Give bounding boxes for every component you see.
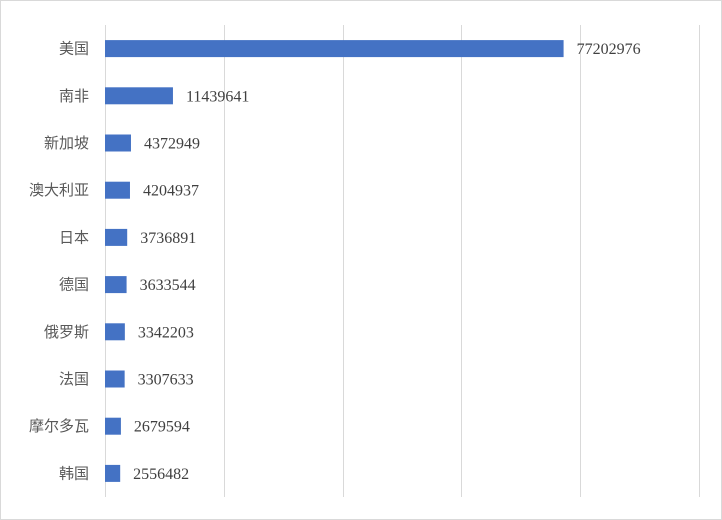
data-label: 3736891 <box>140 230 196 247</box>
data-label: 3342203 <box>138 324 194 341</box>
category-label: 南非 <box>59 87 89 105</box>
data-label: 3633544 <box>140 277 196 294</box>
bars <box>105 40 564 482</box>
data-label: 2556482 <box>133 466 189 483</box>
bar-3 <box>105 181 130 199</box>
category-label: 法国 <box>59 370 89 388</box>
data-label: 3307633 <box>138 372 194 389</box>
category-label: 日本 <box>59 228 89 246</box>
bar-2 <box>105 134 131 152</box>
bar-5 <box>105 276 127 294</box>
data-label: 2679594 <box>134 419 190 436</box>
bar-6 <box>105 323 125 341</box>
category-label: 俄罗斯 <box>44 323 89 341</box>
bar-9 <box>105 464 121 482</box>
data-label: 77202976 <box>577 41 641 58</box>
category-label: 澳大利亚 <box>29 181 89 199</box>
category-label: 摩尔多瓦 <box>29 417 89 435</box>
bar-0 <box>105 40 564 58</box>
category-label: 韩国 <box>59 464 89 482</box>
data-label: 11439641 <box>186 88 249 105</box>
bar-4 <box>105 228 128 246</box>
data-labels: 77202976 11439641 4372949 4204937 3736891 363… <box>133 41 640 483</box>
category-label: 美国 <box>59 40 89 58</box>
data-label: 4372949 <box>144 136 200 153</box>
bar-1 <box>105 87 173 105</box>
category-label: 新加坡 <box>44 134 89 152</box>
bar-8 <box>105 417 121 435</box>
bar-7 <box>105 370 125 388</box>
data-label: 4204937 <box>143 183 199 200</box>
category-label: 德国 <box>59 276 89 294</box>
